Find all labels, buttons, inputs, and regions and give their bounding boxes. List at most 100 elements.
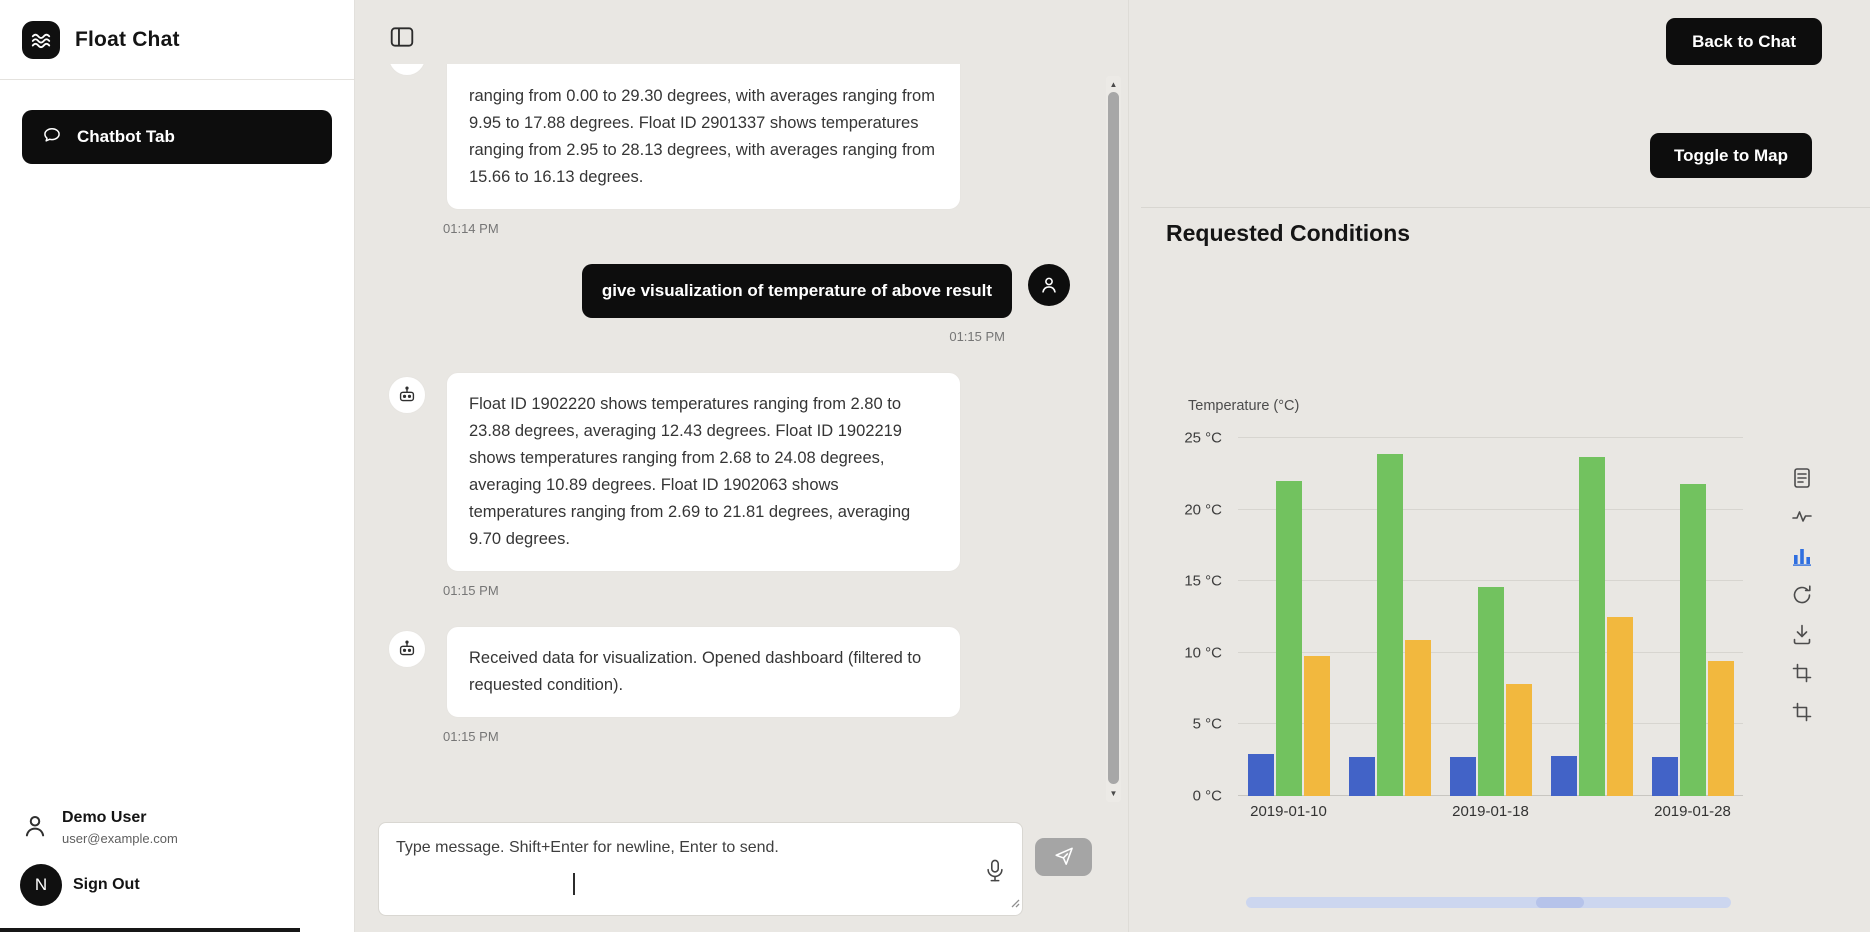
chart-x-axis: 2019-01-10 2019-01-18 2019-01-28 — [1238, 803, 1743, 820]
refresh-icon[interactable] — [1790, 583, 1814, 607]
chart-toolbar — [1790, 466, 1814, 724]
chat-bubble-icon — [42, 125, 62, 150]
x-tick-label — [1541, 803, 1642, 820]
chart-y-axis: 0 °C 5 °C 10 °C 15 °C 20 °C 25 °C — [1176, 430, 1228, 805]
user-email: user@example.com — [62, 831, 178, 846]
message-timestamp: 01:14 PM — [443, 221, 499, 237]
min-temperature-bar[interactable] — [1247, 754, 1274, 796]
send-button[interactable] — [1035, 838, 1092, 876]
bar-chart-icon[interactable] — [1790, 544, 1814, 568]
max-temperature-bar[interactable] — [1376, 453, 1403, 796]
max-temperature-bar[interactable] — [1578, 456, 1605, 796]
waves-icon — [22, 21, 60, 59]
max-temperature-bar[interactable] — [1679, 483, 1706, 796]
user-message-bubble: give visualization of temperature of abo… — [581, 264, 1012, 319]
x-tick-label: 2019-01-28 — [1654, 803, 1731, 820]
crop-alt-icon[interactable] — [1790, 700, 1814, 724]
y-tick-label: 15 °C — [1184, 572, 1222, 590]
divider — [1141, 207, 1870, 208]
user-info: Demo User user@example.com — [20, 809, 334, 846]
max-temperature-bar[interactable] — [1477, 586, 1504, 796]
bot-message-bubble: Float ID 1902220 shows temperatures rang… — [446, 372, 961, 573]
bot-avatar — [388, 64, 426, 76]
avatar[interactable]: N — [20, 864, 62, 906]
bot-avatar — [388, 376, 426, 415]
avg-temperature-bar[interactable] — [1303, 655, 1330, 796]
bar-group — [1339, 438, 1440, 796]
sidebar-toggle-button[interactable] — [388, 24, 416, 52]
sign-out-button[interactable]: N Sign Out — [20, 864, 334, 906]
min-temperature-bar[interactable] — [1348, 757, 1375, 796]
temperature-chart: Temperature (°C) 0 °C 5 °C 10 °C 15 °C 20 °C… — [1176, 398, 1743, 820]
panel-left-icon — [389, 27, 415, 53]
user-message: give visualization of temperature of abo… — [388, 264, 1100, 344]
range-handle[interactable] — [1536, 897, 1584, 908]
download-icon[interactable] — [1790, 622, 1814, 646]
data-table-icon[interactable] — [1790, 466, 1814, 490]
bar-groups — [1238, 438, 1743, 796]
message-timestamp: 01:15 PM — [443, 583, 499, 599]
scrollbar-thumb[interactable] — [1108, 92, 1119, 784]
toggle-to-map-button[interactable]: Toggle to Map — [1650, 133, 1812, 178]
avg-temperature-bar[interactable] — [1404, 639, 1431, 796]
max-temperature-bar[interactable] — [1275, 480, 1302, 796]
bot-message: Float ID 1902220 shows temperatures rang… — [388, 372, 1100, 598]
min-temperature-bar[interactable] — [1651, 757, 1678, 796]
dashboard-panel: Back to Chat Toggle to Map Requested Con… — [1128, 0, 1870, 932]
bot-message-bubble: Received data for visualization. Opened … — [446, 626, 961, 719]
scroll-up-icon[interactable]: ▲ — [1109, 80, 1118, 89]
line-chart-icon[interactable] — [1790, 505, 1814, 529]
sidebar-item-chatbot-tab[interactable]: Chatbot Tab — [22, 110, 332, 164]
min-temperature-bar[interactable] — [1449, 757, 1476, 796]
brand-label: Float Chat — [75, 28, 180, 51]
chat-scrollbar[interactable]: ▲ ▼ — [1106, 76, 1121, 802]
message-input[interactable] — [379, 823, 1022, 915]
brand: Float Chat — [0, 0, 354, 79]
bar-group — [1541, 438, 1642, 796]
gridline — [1238, 437, 1743, 438]
divider — [0, 79, 354, 80]
y-tick-label: 20 °C — [1184, 501, 1222, 519]
x-tick-label — [1339, 803, 1440, 820]
person-icon — [20, 811, 50, 846]
avg-temperature-bar[interactable] — [1505, 684, 1532, 796]
bar-group — [1238, 438, 1339, 796]
y-tick-label: 10 °C — [1184, 644, 1222, 662]
user-avatar — [1028, 264, 1070, 307]
gridline — [1238, 508, 1743, 510]
sidebar: Float Chat Chatbot Tab Demo User — [0, 0, 355, 932]
chart-range-scrollbar[interactable] — [1246, 897, 1731, 908]
bot-message: ranging from 0.00 to 29.30 degrees, with… — [388, 64, 1100, 236]
bot-avatar — [388, 630, 426, 669]
message-timestamp: 01:15 PM — [443, 729, 499, 745]
message-timestamp: 01:15 PM — [949, 329, 1005, 345]
y-axis-title: Temperature (°C) — [1188, 398, 1300, 414]
paper-plane-icon — [1053, 845, 1075, 870]
min-temperature-bar[interactable] — [1550, 755, 1577, 796]
y-tick-label: 5 °C — [1192, 715, 1222, 733]
back-to-chat-button[interactable]: Back to Chat — [1666, 18, 1822, 65]
bot-message: Received data for visualization. Opened … — [388, 626, 1100, 744]
y-tick-label: 25 °C — [1184, 429, 1222, 447]
avg-temperature-bar[interactable] — [1606, 617, 1633, 796]
chart-plot-area: 0 °C 5 °C 10 °C 15 °C 20 °C 25 °C — [1176, 430, 1743, 805]
message-composer — [378, 822, 1023, 916]
page-title: Requested Conditions — [1166, 220, 1411, 246]
bar-group — [1642, 438, 1743, 796]
microphone-button[interactable] — [982, 857, 1008, 887]
avg-temperature-bar[interactable] — [1707, 661, 1734, 796]
window-edge-bar — [0, 928, 300, 932]
x-tick-label: 2019-01-18 — [1452, 803, 1529, 820]
crop-icon[interactable] — [1790, 661, 1814, 685]
y-tick-label: 0 °C — [1192, 787, 1222, 805]
x-tick-label: 2019-01-10 — [1250, 803, 1327, 820]
bot-message-bubble: ranging from 0.00 to 29.30 degrees, with… — [446, 64, 961, 211]
sidebar-footer: Demo User user@example.com N Sign Out — [0, 809, 354, 932]
chat-panel: ranging from 0.00 to 29.30 degrees, with… — [355, 0, 1128, 932]
message-list[interactable]: ranging from 0.00 to 29.30 degrees, with… — [355, 64, 1100, 804]
scroll-down-icon[interactable]: ▼ — [1109, 789, 1118, 798]
bar-group — [1440, 438, 1541, 796]
gridline — [1238, 580, 1743, 582]
user-name: Demo User — [62, 809, 147, 826]
